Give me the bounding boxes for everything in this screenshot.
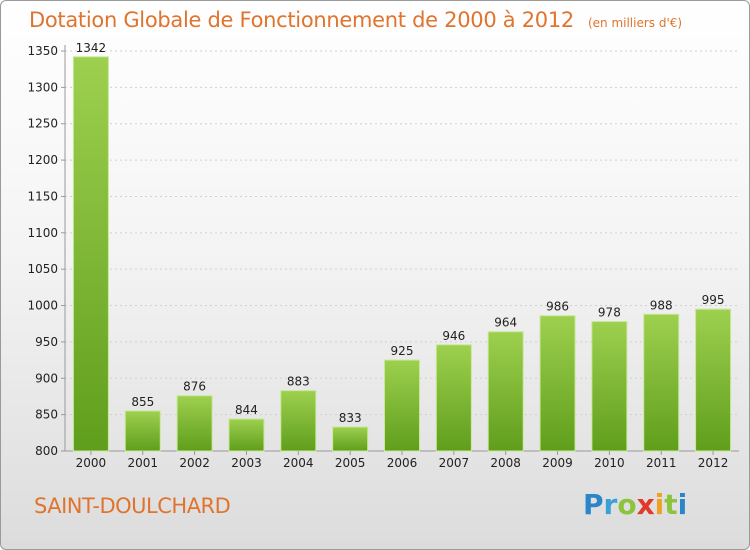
- y-tick-label: 950: [35, 335, 58, 349]
- bar-value-label: 978: [598, 306, 621, 320]
- value-labels: 1342 855 876 844 883 833 925 946 964 986 978 988 995: [76, 41, 725, 425]
- bar: [124, 410, 161, 452]
- bar: [176, 395, 213, 452]
- bar-value-label: 1342: [76, 41, 107, 55]
- bar-value-label: 883: [287, 375, 310, 389]
- x-tick-label: 2009: [542, 456, 573, 470]
- x-axis-ticks: 2000 2001 2002 2003 2004 2005 2006 2007 2008 2009…: [76, 451, 729, 470]
- y-tick-label: 1250: [27, 117, 58, 131]
- bar: [228, 418, 265, 452]
- bar: [487, 331, 524, 452]
- bar-value-label: 986: [546, 300, 569, 314]
- y-tick-label: 1350: [27, 44, 58, 58]
- bar-value-label: 876: [183, 380, 206, 394]
- x-tick-label: 2000: [76, 456, 107, 470]
- bar: [695, 308, 732, 452]
- y-tick-label: 1050: [27, 262, 58, 276]
- y-tick-label: 850: [35, 408, 58, 422]
- x-tick-label: 2008: [490, 456, 521, 470]
- bar: [591, 321, 628, 452]
- bar-value-label: 844: [235, 403, 258, 417]
- bar: [384, 359, 420, 452]
- y-tick-label: 1150: [27, 189, 58, 203]
- chart-subtitle: (en milliers d'€): [587, 16, 683, 30]
- x-tick-label: 2012: [698, 456, 729, 470]
- proxiti-logo[interactable]: Proxiti: [583, 488, 688, 521]
- bars: [72, 56, 732, 452]
- bar: [643, 313, 680, 452]
- bar-value-label: 833: [339, 411, 362, 425]
- y-tick-label: 1300: [27, 80, 58, 94]
- x-tick-label: 2011: [646, 456, 677, 470]
- bar-value-label: 946: [442, 329, 465, 343]
- x-tick-label: 2003: [231, 456, 262, 470]
- y-tick-label: 1100: [27, 226, 58, 240]
- bar-value-label: 995: [702, 293, 725, 307]
- bar-value-label: 964: [494, 316, 517, 330]
- x-tick-label: 2002: [179, 456, 210, 470]
- commune-name: SAINT-DOULCHARD: [34, 494, 231, 518]
- x-tick-label: 2006: [387, 456, 418, 470]
- bar: [332, 426, 369, 452]
- y-tick-label: 1200: [27, 153, 58, 167]
- chart-title-text: Dotation Globale de Fonctionnement de 20…: [29, 8, 574, 32]
- x-tick-label: 2005: [335, 456, 366, 470]
- bar-value-label: 988: [650, 298, 673, 312]
- bar-value-label: 925: [391, 344, 414, 358]
- x-tick-label: 2010: [594, 456, 625, 470]
- x-tick-label: 2004: [283, 456, 314, 470]
- bar-value-label: 855: [131, 395, 154, 409]
- bar: [72, 56, 109, 452]
- x-tick-label: 2001: [127, 456, 158, 470]
- y-tick-label: 1000: [27, 299, 58, 313]
- y-tick-label: 800: [35, 444, 58, 458]
- bar: [435, 344, 472, 452]
- chart-title: Dotation Globale de Fonctionnement de 20…: [29, 8, 682, 32]
- bar: [539, 315, 576, 452]
- x-tick-label: 2007: [439, 456, 470, 470]
- y-tick-label: 900: [35, 371, 58, 385]
- bar: [280, 390, 317, 452]
